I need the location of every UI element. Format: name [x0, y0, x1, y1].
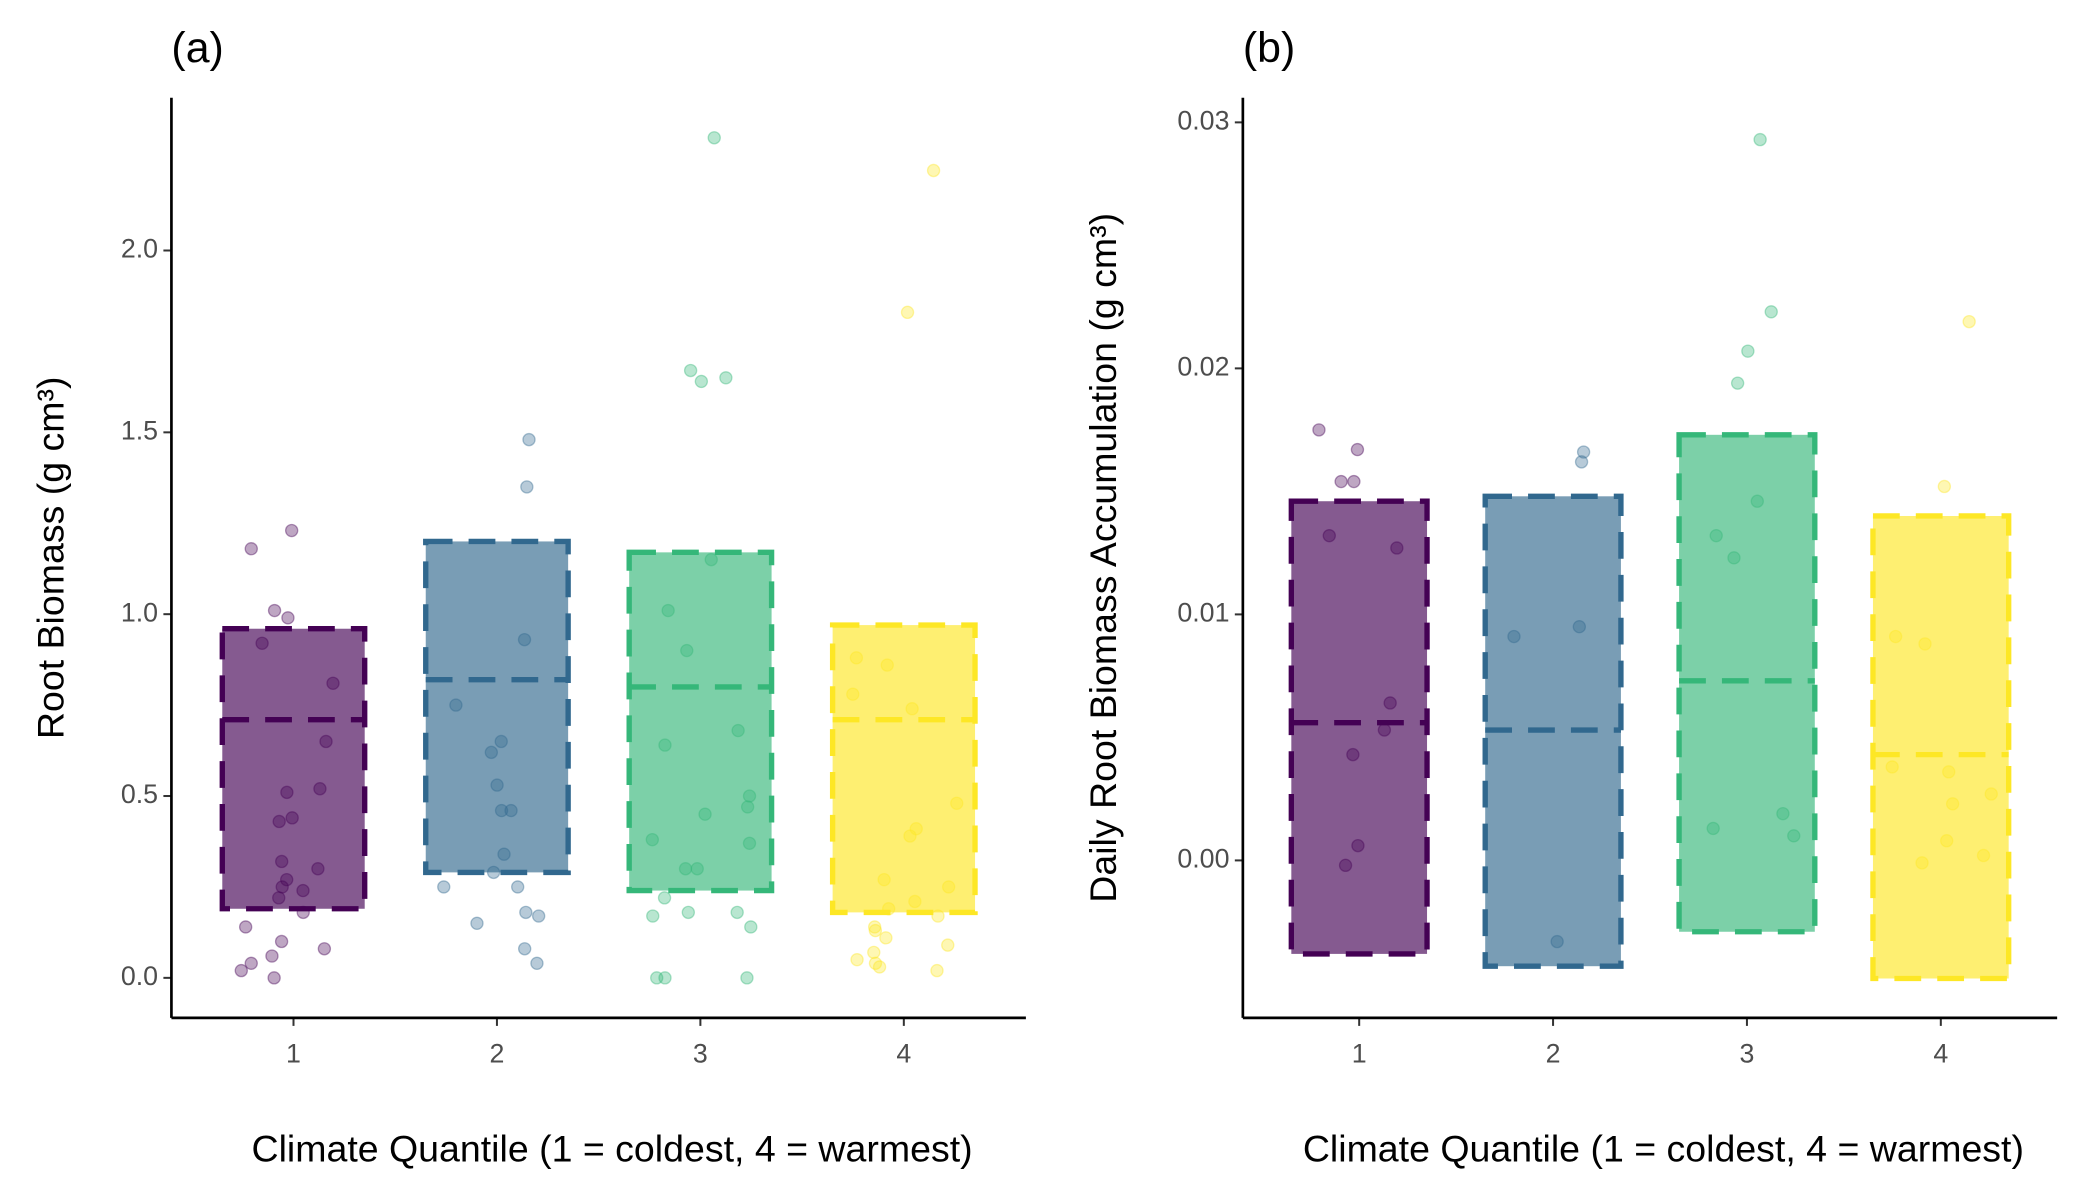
data-point [511, 880, 525, 894]
data-point [730, 905, 744, 920]
data-point [658, 971, 672, 985]
x-tick-label: 3 [1739, 1038, 1754, 1068]
data-point [719, 371, 733, 385]
data-point [1753, 132, 1767, 147]
data-point [1312, 423, 1326, 437]
panel: 0.0 0.5 1.0 1.5 2.0 1 2 3 4 (a) Climate Quantile (… [29, 24, 1026, 1170]
data-point [531, 909, 546, 923]
x-tick-label: 3 [693, 1038, 708, 1068]
x-axis-label: Climate Quantile (1 = coldest, 4 = warme… [1303, 1128, 2024, 1170]
data-point [868, 923, 883, 938]
y-tick-label: 0.5 [121, 779, 158, 809]
x-tick-label: 1 [286, 1038, 301, 1068]
data-point [1741, 344, 1755, 358]
data-point [681, 905, 696, 920]
data-point [274, 934, 289, 949]
data-point [694, 374, 709, 389]
data-point [900, 305, 915, 320]
data-point [522, 432, 536, 447]
data-point [1350, 442, 1365, 457]
data-point [1962, 314, 1976, 329]
box [829, 622, 978, 916]
data-point [941, 938, 955, 952]
data-point [317, 942, 332, 956]
x-tick-label: 2 [489, 1038, 504, 1068]
data-point [281, 611, 295, 625]
data-point [872, 960, 887, 974]
data-point [879, 931, 893, 945]
data-point [707, 131, 721, 145]
y-tick-label: 1.0 [121, 597, 158, 627]
data-point [744, 920, 758, 934]
box [1870, 513, 2012, 982]
y-tick-label: 0.00 [1177, 843, 1229, 873]
data-point [1347, 474, 1361, 489]
data-point [1574, 455, 1589, 469]
panel: 0.00 0.01 0.02 0.03 1 2 3 4 (b) Climate Quantile … [1082, 24, 2058, 1170]
x-tick-label: 2 [1546, 1038, 1561, 1068]
y-tick-label: 0.03 [1177, 105, 1229, 135]
data-point [868, 956, 883, 971]
data-point [437, 880, 451, 894]
box [219, 626, 368, 912]
data-point [520, 480, 534, 494]
box [423, 538, 571, 876]
data-point [1576, 445, 1591, 459]
data-point [683, 363, 698, 378]
data-point [867, 920, 882, 934]
panel-title: (b) [1243, 24, 1295, 72]
y-axis-label: Daily Root Biomass Accumulation (g cm³) [1082, 213, 1124, 903]
box [1288, 498, 1430, 957]
x-tick-label: 1 [1352, 1038, 1367, 1068]
data-point [1937, 479, 1952, 494]
data-point [1764, 305, 1778, 319]
data-point [519, 905, 533, 920]
x-tick-label: 4 [1933, 1038, 1948, 1068]
x-tick-label: 4 [896, 1038, 911, 1068]
data-point [234, 963, 248, 978]
data-point [244, 956, 258, 971]
data-point [867, 945, 881, 960]
data-point [267, 603, 282, 618]
data-point [740, 971, 754, 985]
data-point [650, 971, 664, 985]
data-point [267, 971, 281, 985]
data-point [244, 542, 258, 556]
y-tick-label: 0.01 [1177, 597, 1229, 627]
data-point [265, 949, 279, 963]
data-point [517, 942, 532, 956]
y-tick-label: 0.02 [1177, 351, 1229, 381]
data-point [1730, 376, 1745, 390]
box [626, 549, 775, 894]
data-point [657, 891, 672, 905]
panel-title: (a) [171, 24, 223, 72]
data-point [646, 909, 660, 923]
data-point [926, 163, 941, 178]
data-point [470, 916, 484, 930]
data-point [930, 963, 944, 978]
data-point [284, 523, 299, 538]
y-tick-label: 2.0 [121, 234, 158, 264]
y-axis-label: Root Biomass (g cm³) [29, 377, 71, 740]
data-point [850, 952, 864, 967]
data-point [1334, 474, 1348, 489]
y-tick-label: 0.0 [121, 961, 158, 991]
x-axis-label: Climate Quantile (1 = coldest, 4 = warme… [251, 1128, 972, 1170]
data-point [530, 956, 544, 971]
y-tick-label: 1.5 [121, 415, 158, 445]
data-point [238, 920, 253, 934]
